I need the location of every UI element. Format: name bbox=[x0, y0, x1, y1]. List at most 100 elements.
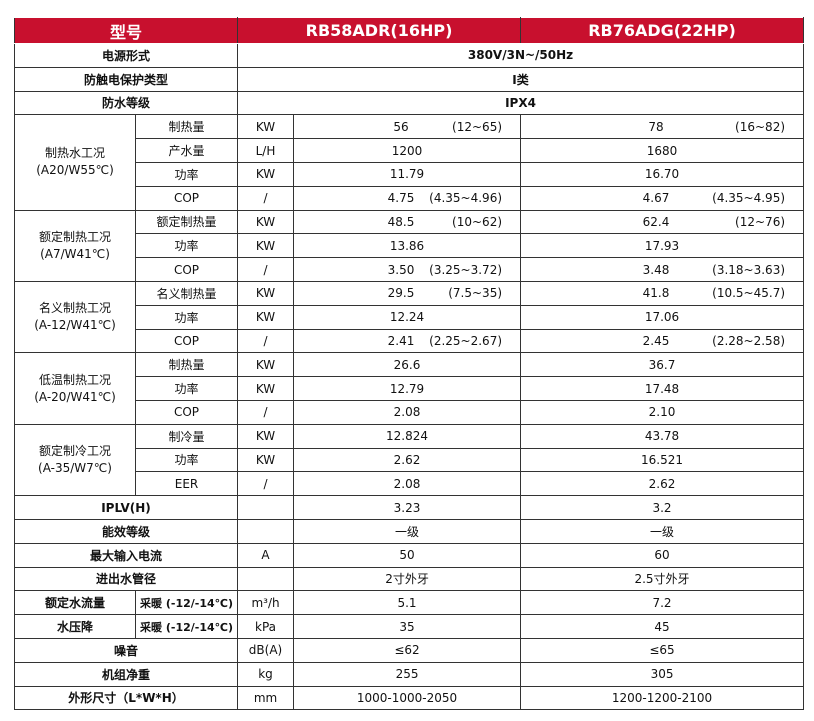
value-cell: ≤65 bbox=[520, 637, 805, 663]
value-cell: 11.79 bbox=[293, 161, 522, 187]
other-row: 额定水流量 采暖 (-12/-14℃) m³/h 5.1 7.2 bbox=[14, 590, 805, 616]
value-cell: 1200-1200-2100 bbox=[520, 685, 805, 711]
group-row: COP / 3.50 (3.25~3.72) 3.48 (3.18~3.63) bbox=[15, 257, 805, 282]
unit: KW bbox=[237, 376, 295, 401]
cell-text: 45 bbox=[654, 619, 670, 634]
cell-text: 最大输入电流 bbox=[90, 548, 163, 563]
cell-text: 1200-1200-2100 bbox=[611, 690, 713, 705]
row-label: 水压降 bbox=[14, 614, 136, 639]
cell-text: (2.28~2.58) bbox=[712, 333, 786, 348]
value-cell: 2.62 bbox=[293, 447, 522, 473]
unit: / bbox=[237, 328, 295, 354]
cell-text: 50 bbox=[399, 548, 415, 563]
cell-text: 4.75 bbox=[387, 191, 415, 206]
cell-text: 防触电保护类型 bbox=[84, 72, 169, 87]
value-cell: 16.521 bbox=[520, 447, 805, 473]
value-cell: 16.70 bbox=[520, 161, 805, 187]
cell-text: L/H bbox=[255, 143, 276, 158]
cell-text: 制热量 bbox=[168, 120, 205, 135]
group-label: 低温制热工况 (A-20/W41℃) bbox=[14, 352, 136, 425]
value-cell: 29.5 (7.5~35) bbox=[293, 280, 522, 306]
cell-text: 41.8 bbox=[642, 286, 670, 301]
cell-text: 60 bbox=[654, 548, 670, 563]
cell-text: 功率 bbox=[174, 167, 199, 182]
cell-text: 产水量 bbox=[168, 144, 205, 159]
value-cell: 13.86 bbox=[293, 233, 522, 259]
value-cell: 35 bbox=[293, 614, 522, 639]
cell-text: 功率 bbox=[174, 310, 199, 325]
cell-text: 水压降 bbox=[56, 620, 93, 635]
cell-text: 2.5寸外牙 bbox=[634, 572, 690, 587]
other-row: 噪音 dB(A) ≤62 ≤65 bbox=[13, 637, 805, 663]
cell-text: 305 bbox=[650, 667, 674, 682]
cell-text: 12.24 bbox=[389, 310, 425, 325]
cell-text: 2.45 bbox=[642, 333, 670, 348]
cell-text: ≤65 bbox=[649, 643, 675, 658]
cell-text: COP bbox=[173, 262, 200, 277]
row-label: 制热量 bbox=[134, 114, 239, 140]
unit: / bbox=[237, 471, 295, 497]
value-cell: 17.48 bbox=[520, 376, 805, 401]
group-row: COP / 2.41 (2.25~2.67) 2.45 (2.28~2.58) bbox=[15, 328, 805, 354]
cell-text: (A20/W55℃) bbox=[36, 163, 114, 178]
cell-text: COP bbox=[173, 405, 200, 420]
cell-text: 电源形式 bbox=[102, 48, 151, 63]
cell-text: 56 bbox=[393, 119, 409, 134]
value-cell: 62.4 (12~76) bbox=[520, 209, 805, 235]
cell-text: 4.67 bbox=[642, 191, 670, 206]
cell-text: ≤62 bbox=[394, 643, 420, 658]
group-row: 额定制冷工况 (A-35/W7℃) 制冷量 KW 12.824 43.78 bbox=[14, 423, 805, 497]
cell-text: 型号 bbox=[110, 22, 143, 42]
cell-text: (10.5~45.7) bbox=[712, 286, 786, 301]
other-row: 外形尺寸（L*W*H） mm 1000-1000-2050 1200-1200-210… bbox=[13, 685, 805, 711]
value-cell: 2.41 (2.25~2.67) bbox=[293, 328, 522, 354]
cell-text: (A-20/W41℃) bbox=[34, 389, 116, 404]
cell-text: (12~65) bbox=[452, 119, 503, 134]
row-sublabel: 采暖 (-12/-14℃) bbox=[134, 614, 239, 639]
group-row: 产水量 L/H 1200 1680 bbox=[15, 138, 805, 163]
cell-text: 35 bbox=[399, 619, 415, 634]
cell-text: dB(A) bbox=[248, 643, 283, 658]
unit: kPa bbox=[237, 614, 295, 639]
model-name: RB58ADR(16HP) bbox=[237, 17, 522, 44]
cell-text: KW bbox=[255, 167, 276, 182]
unit: KW bbox=[237, 233, 295, 259]
row-label: 制热量 bbox=[134, 352, 239, 378]
row-label: 噪音 bbox=[13, 637, 239, 663]
cell-text: 17.06 bbox=[644, 310, 680, 325]
cell-text: 48.5 bbox=[387, 214, 415, 229]
cell-text: (3.18~3.63) bbox=[712, 262, 786, 277]
cell-text: 一级 bbox=[395, 524, 420, 539]
cell-text: 2.62 bbox=[393, 452, 421, 467]
group-row: 低温制热工况 (A-20/W41℃) 制热量 KW 26.6 36.7 bbox=[14, 352, 805, 425]
row-label: 功率 bbox=[134, 233, 239, 259]
cell-text: 制冷量 bbox=[168, 429, 205, 444]
cell-text: 1200 bbox=[391, 143, 423, 158]
cell-text: (4.35~4.95) bbox=[712, 191, 786, 206]
cell-text: 采暖 (-12/-14℃) bbox=[140, 620, 233, 634]
cell-text: KW bbox=[255, 452, 276, 467]
group-label: 额定制热工况 (A7/W41℃) bbox=[14, 209, 136, 282]
cell-text: 名义制热工况 bbox=[38, 301, 111, 316]
row-label: COP bbox=[134, 257, 239, 282]
cell-text: RB58ADR(16HP) bbox=[305, 21, 453, 40]
cell-text: 380V/3N~/50Hz bbox=[467, 48, 574, 63]
row-label: 最大输入电流 bbox=[13, 542, 239, 568]
cell-text: 16.70 bbox=[644, 167, 680, 182]
cell-text: 采暖 (-12/-14℃) bbox=[140, 596, 233, 610]
row-label: 功率 bbox=[134, 304, 239, 330]
unit: dB(A) bbox=[237, 637, 295, 663]
group-row: 额定制热工况 (A7/W41℃) 额定制热量 KW 48.5 (10~62) 62.4 (12… bbox=[14, 209, 805, 282]
cell-text: m³/h bbox=[251, 595, 280, 610]
group-row: 功率 KW 2.62 16.521 bbox=[15, 447, 805, 473]
value-cell: 56 (12~65) bbox=[293, 114, 522, 140]
value-cell: 45 bbox=[520, 614, 805, 639]
value-cell: 5.1 bbox=[293, 590, 522, 616]
cell-text: 12.79 bbox=[389, 381, 425, 396]
unit: KW bbox=[237, 304, 295, 330]
unit: A bbox=[237, 542, 295, 568]
cell-text: 防水等级 bbox=[102, 96, 151, 111]
value-cell: 3.2 bbox=[520, 495, 805, 520]
value-cell: 12.24 bbox=[293, 304, 522, 330]
common-row: 防触电保护类型 I类 bbox=[13, 66, 805, 92]
